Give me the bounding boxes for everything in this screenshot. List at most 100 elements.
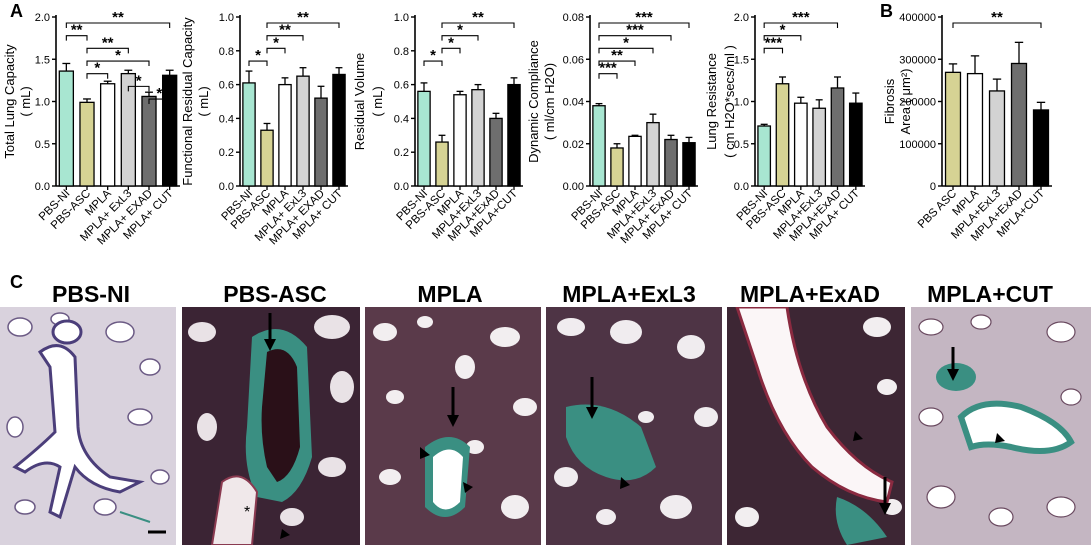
y-tick-label: 0.06	[563, 54, 584, 66]
bar-mpla	[966, 72, 984, 187]
bar-mpla-exad	[1010, 62, 1028, 187]
bar-mpla-cut	[1032, 109, 1050, 187]
y-tick-label: 0.6	[219, 80, 234, 92]
bar-pbs-asc	[260, 129, 274, 187]
significance-label: *	[448, 34, 454, 51]
y-tick-label: 0.8	[219, 46, 234, 58]
significance-bracket	[598, 73, 618, 79]
y-tick-label: 0.6	[394, 80, 409, 92]
y-tick-label: 400000	[899, 12, 936, 24]
bar-mpla-exl3	[646, 121, 660, 187]
bar-mpla	[628, 135, 642, 187]
significance-bracket	[763, 47, 784, 54]
bar-mpla	[793, 102, 808, 187]
significance-label: ***	[792, 9, 810, 26]
significance-label: *	[115, 47, 121, 64]
chart-1: 0.0 0.2 0.4 0.6 0.8 1.0 Functional Residual Ca…	[180, 9, 348, 247]
bar-pbs-ni	[757, 125, 772, 187]
bar-pbs-asc	[610, 147, 624, 187]
significance-label: *	[156, 85, 162, 102]
bar-mpla-cut	[332, 73, 346, 187]
asterisk-annotation: *	[244, 504, 250, 521]
y-tick-label: 0.02	[563, 139, 584, 151]
significance-label: *	[273, 34, 279, 51]
bar-mpla-exl3	[812, 107, 827, 187]
y-tick-label: 2.0	[35, 12, 50, 24]
y-axis-label: ( mL)	[196, 86, 211, 116]
bar-mpla-exad	[141, 95, 157, 187]
y-tick-label: 0.5	[35, 139, 50, 151]
histology-image-mpla-exad	[727, 307, 905, 545]
bar-pbs-asc	[79, 101, 95, 187]
y-axis-label: ( mL)	[18, 86, 33, 116]
chart-4: 0.0 0.5 1.0 1.5 2.0 Lung Resistance( cm H2O*s…	[704, 9, 865, 244]
y-tick-label: 1.0	[35, 97, 50, 109]
significance-bracket	[65, 35, 88, 41]
y-tick-label: 0.2	[394, 147, 409, 159]
bar-pbs-ni	[417, 90, 431, 187]
y-axis-label: Total Lung Capacity	[2, 44, 17, 159]
y-tick-label: 1.0	[394, 12, 409, 24]
significance-bracket	[65, 22, 171, 28]
bar-mpla-cut	[507, 83, 521, 187]
y-tick-label: 200000	[899, 97, 936, 109]
significance-bracket	[266, 35, 304, 41]
chart-5: 0 100000 200000 300000 400000 Fibrosis Area ( …	[882, 9, 1052, 244]
significance-bracket	[127, 85, 150, 92]
significance-bracket	[763, 22, 839, 28]
significance-label: **	[279, 22, 291, 39]
significance-label: *	[94, 60, 100, 77]
significance-label: ***	[635, 9, 653, 26]
significance-bracket	[598, 47, 654, 54]
histology-title-mpla: MPLA	[417, 281, 483, 307]
bar-mpla-cut	[848, 102, 863, 187]
y-tick-label: 1.0	[734, 97, 749, 109]
y-tick-label: 0.00	[563, 181, 584, 193]
significance-bracket	[266, 22, 340, 28]
significance-label: **	[297, 9, 309, 26]
y-tick-label: 300000	[899, 54, 936, 66]
significance-label: *	[136, 72, 142, 89]
histology-image-mpla-cut	[911, 307, 1091, 545]
bar-mpla-cut	[161, 74, 178, 187]
y-axis-label: Dynamic Compliance	[526, 40, 541, 163]
histology-title-mpla-exad: MPLA+ExAD	[740, 281, 880, 307]
significance-label: **	[611, 47, 623, 64]
y-tick-label: 0.5	[734, 139, 749, 151]
significance-label: *	[430, 47, 436, 64]
histology-title-mpla-cut: MPLA+CUT	[927, 281, 1053, 307]
y-tick-label: 0.0	[394, 181, 409, 193]
significance-bracket	[598, 35, 672, 41]
y-tick-label: 0.04	[563, 97, 584, 109]
significance-label: *	[623, 34, 629, 51]
y-axis-label: ( ml/cm H2O)	[542, 63, 557, 140]
bar-mpla	[99, 83, 116, 187]
significance-label: ***	[599, 60, 617, 77]
y-tick-label: 0.8	[394, 46, 409, 58]
bar-mpla-exl3	[988, 90, 1006, 187]
panel-letter-a: A	[10, 1, 23, 21]
significance-bracket	[952, 22, 1042, 28]
histology-image-mpla	[365, 307, 541, 545]
significance-bracket	[266, 47, 286, 54]
bar-mpla-exad	[830, 87, 845, 187]
bar-pbs-ni	[58, 70, 75, 187]
bar-pbs-asc	[775, 83, 790, 187]
y-tick-label: 0.4	[219, 113, 234, 125]
histology-title-pbs-asc: PBS-ASC	[223, 281, 327, 307]
histology-image-pbs-asc: *	[182, 307, 360, 545]
significance-bracket	[148, 98, 171, 105]
significance-bracket	[441, 22, 515, 28]
bar-mpla-exad	[314, 97, 328, 187]
panel-letter-b: B	[880, 1, 893, 21]
y-tick-label: 1.5	[35, 54, 50, 66]
y-tick-label: 0	[930, 181, 936, 193]
y-axis-label: ( mL)	[370, 86, 385, 116]
y-tick-label: 2.0	[734, 12, 749, 24]
y-axis-label: Residual Volume	[352, 53, 367, 151]
significance-label: *	[457, 22, 463, 39]
significance-label: **	[71, 22, 83, 39]
significance-bracket	[86, 47, 129, 54]
